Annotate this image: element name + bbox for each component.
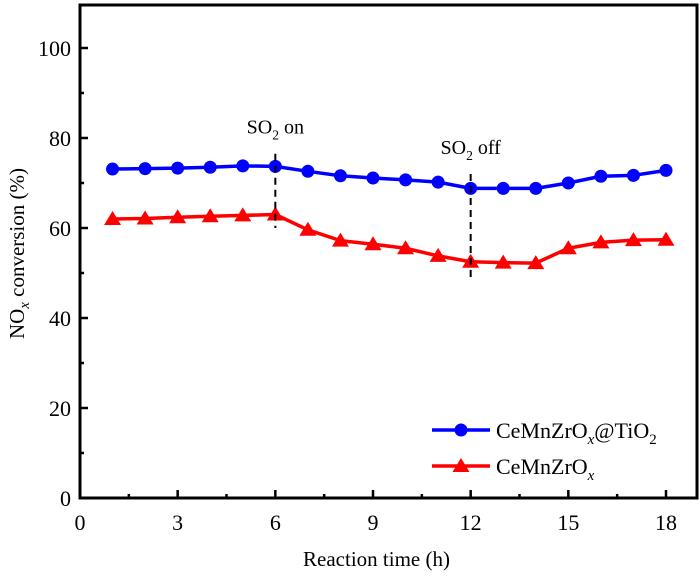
x-axis-title: Reaction time (h): [303, 547, 450, 571]
data-point: [171, 161, 185, 175]
data-point: [659, 163, 673, 177]
data-point: [559, 240, 577, 255]
data-point: [366, 171, 380, 185]
data-point: [301, 164, 315, 178]
y-tick-label: 60: [49, 216, 71, 241]
data-point: [594, 169, 608, 183]
so2-on-label: SO2 on: [247, 117, 304, 143]
legend-marker-triangle: [452, 458, 470, 472]
data-point: [364, 236, 382, 251]
data-point: [496, 181, 510, 195]
y-tick-label: 40: [49, 306, 71, 331]
data-point: [626, 168, 640, 182]
data-point: [234, 207, 252, 222]
data-point: [333, 169, 347, 183]
x-tick-label: 3: [172, 510, 183, 535]
data-point: [399, 173, 413, 187]
data-point: [169, 209, 187, 224]
data-point: [331, 232, 349, 247]
data-point: [136, 210, 154, 225]
data-point: [494, 254, 512, 269]
data-point: [203, 160, 217, 174]
data-point: [106, 162, 120, 176]
x-tick-label: 6: [270, 510, 281, 535]
x-tick-label: 0: [75, 510, 86, 535]
data-point: [527, 255, 545, 270]
data-point: [624, 232, 642, 247]
series-layer: [104, 159, 675, 270]
y-tick-label: 20: [49, 396, 71, 421]
series-line-1: [112, 212, 667, 265]
x-tick-label: 9: [368, 510, 379, 535]
y-axis-title: NOx conversion (%): [5, 168, 33, 339]
y-tick-label: 80: [49, 126, 71, 151]
y-tick-label: 100: [38, 36, 71, 61]
legend-marker-circle: [454, 423, 468, 437]
legend: CeMnZrOx@TiO2 CeMnZrOx: [432, 418, 657, 484]
data-point: [266, 206, 284, 221]
series-line-0: [112, 164, 667, 191]
x-tick-label: 12: [460, 510, 482, 535]
legend-label-0: CeMnZrOx@TiO2: [496, 418, 657, 448]
data-point: [592, 234, 610, 249]
y-tick-label: 0: [60, 486, 71, 511]
x-tick-label: 18: [655, 510, 677, 535]
data-point: [431, 175, 445, 189]
data-point: [561, 176, 575, 190]
data-point: [299, 221, 317, 236]
data-point: [429, 247, 447, 262]
data-point: [138, 162, 152, 176]
data-point: [236, 159, 250, 173]
data-point: [397, 240, 415, 255]
axes-layer: 0 3 6 9 12 15 18 0 20 40 60 80 100: [38, 3, 699, 535]
plot-frame: [78, 3, 699, 500]
so2-off-label: SO2 off: [440, 137, 501, 163]
legend-label-1: CeMnZrOx: [496, 454, 595, 484]
data-point: [657, 231, 675, 246]
data-point: [529, 181, 543, 195]
data-point: [201, 208, 219, 223]
data-point: [104, 211, 122, 225]
annotations-layer: SO2 on SO2 off: [247, 117, 501, 280]
x-tick-label: 15: [557, 510, 579, 535]
